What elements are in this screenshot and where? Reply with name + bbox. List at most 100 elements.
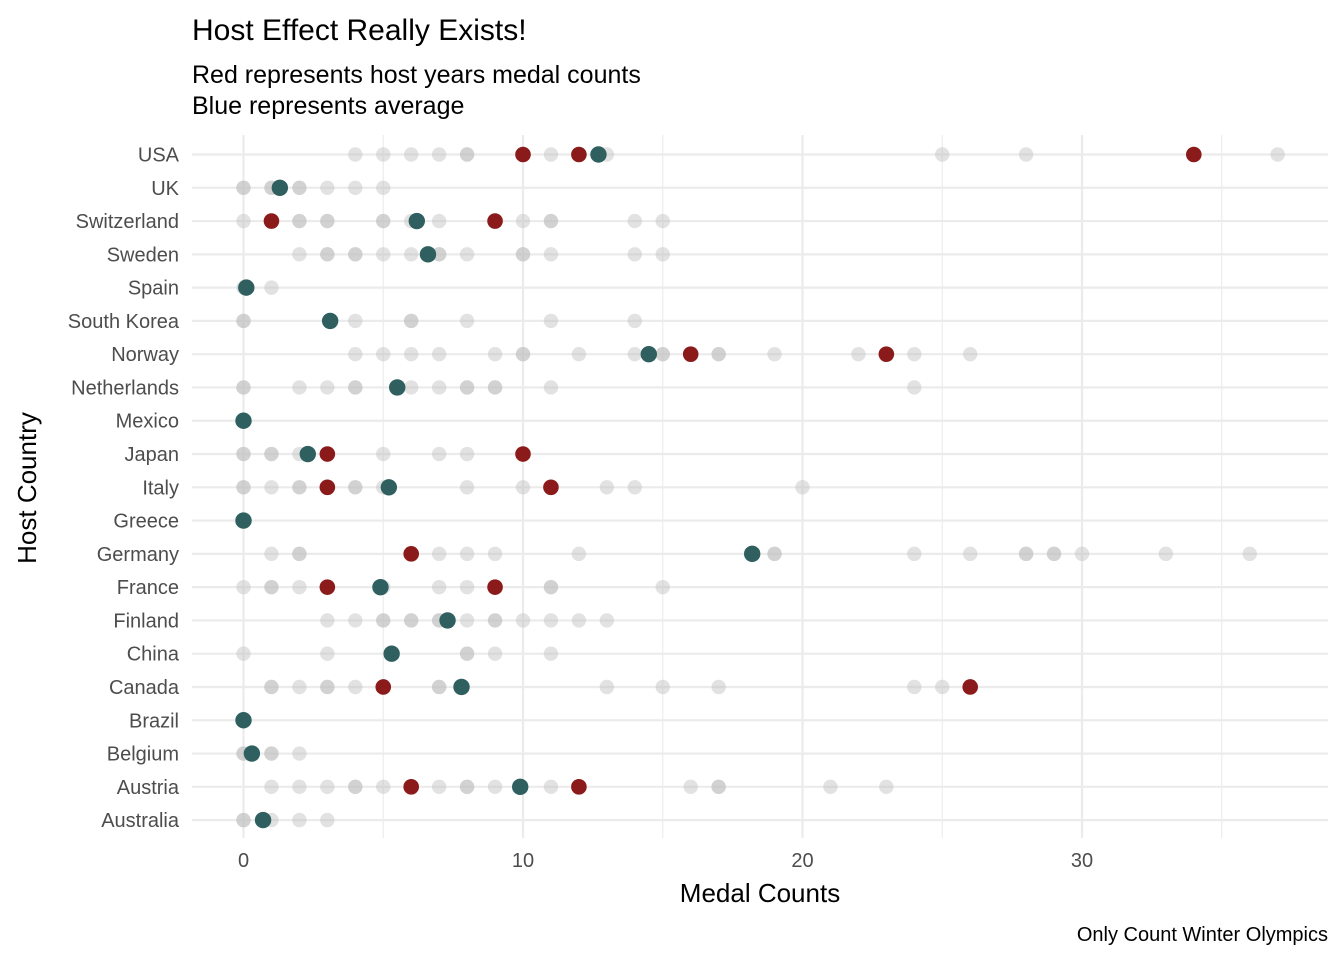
history-point-netherlands	[487, 380, 503, 395]
history-point-switzerland	[292, 213, 307, 229]
history-point-austria	[292, 779, 307, 795]
history-point-switzerland	[543, 213, 559, 229]
history-point-canada	[292, 679, 307, 695]
history-point-austria	[376, 779, 391, 795]
history-point-austria	[711, 779, 726, 795]
history-point-germany	[292, 546, 307, 562]
history-point-austria	[683, 779, 698, 795]
history-point-germany	[767, 546, 782, 562]
chart-subtitle-line-1: Red represents host years medal counts	[192, 61, 641, 89]
history-point-france	[655, 579, 670, 595]
host-point-italy	[319, 479, 336, 496]
history-point-italy	[515, 480, 531, 495]
history-point-switzerland	[543, 213, 559, 229]
history-point-germany	[767, 546, 782, 562]
history-point-australia	[236, 812, 251, 828]
history-point-norway	[767, 346, 782, 362]
chart-subtitle-line-2: Blue represents average	[192, 92, 464, 120]
average-point-mexico	[235, 412, 252, 429]
history-point-japan	[264, 446, 279, 462]
history-point-austria	[431, 779, 447, 795]
history-point-norway	[431, 346, 447, 362]
average-point-sweden	[419, 246, 437, 263]
history-point-france	[292, 579, 307, 595]
history-point-austria	[348, 779, 363, 795]
average-point-italy	[380, 479, 398, 496]
history-point-uk	[348, 180, 363, 195]
y-tick-label-mexico: Mexico	[116, 411, 179, 433]
history-point-norway	[515, 346, 531, 362]
y-tick-label-italy: Italy	[142, 477, 179, 499]
x-tick-label-10: 10	[512, 850, 534, 872]
history-point-netherlands	[236, 380, 251, 395]
history-point-sweden	[515, 247, 531, 262]
history-point-sweden	[320, 247, 335, 262]
history-point-australia	[236, 812, 251, 828]
history-point-norway	[571, 346, 587, 362]
history-point-italy	[292, 480, 307, 495]
host-point-usa	[571, 146, 587, 163]
history-point-japan	[431, 446, 447, 462]
history-point-usa	[1018, 147, 1034, 162]
history-point-netherlands	[431, 380, 447, 395]
history-point-netherlands	[348, 380, 363, 395]
history-point-sweden	[292, 247, 307, 262]
history-point-china	[320, 646, 335, 661]
host-point-japan	[319, 446, 336, 462]
history-point-south-korea	[543, 313, 559, 329]
average-point-france	[372, 578, 389, 596]
history-point-japan	[236, 446, 251, 462]
history-point-usa	[404, 147, 419, 162]
chart-title: Host Effect Really Exists!	[192, 14, 527, 47]
history-point-finland	[376, 613, 391, 628]
history-point-germany	[1074, 546, 1090, 562]
history-point-austria	[459, 779, 475, 795]
average-point-uk	[271, 179, 289, 196]
history-point-canada	[320, 679, 335, 695]
average-point-spain	[238, 279, 255, 296]
history-point-japan	[459, 446, 475, 462]
history-point-spain	[264, 280, 279, 295]
history-point-australia	[320, 812, 335, 828]
history-point-norway	[655, 346, 670, 362]
history-point-switzerland	[655, 213, 670, 229]
host-point-usa	[1186, 146, 1202, 163]
history-point-switzerland	[376, 213, 391, 229]
history-point-italy	[264, 480, 279, 495]
history-point-finland	[376, 613, 391, 628]
y-tick-label-finland: Finland	[113, 610, 179, 632]
y-tick-label-netherlands: Netherlands	[71, 377, 179, 399]
history-point-austria	[348, 779, 363, 795]
history-point-norway	[627, 346, 642, 362]
history-point-south-korea	[236, 313, 251, 329]
host-point-france	[487, 579, 503, 595]
history-point-switzerland	[236, 213, 251, 229]
history-point-norway	[376, 346, 391, 362]
host-point-germany	[403, 546, 420, 562]
y-tick-label-france: France	[117, 577, 179, 599]
history-point-norway	[655, 346, 670, 362]
history-point-uk	[236, 180, 251, 195]
history-point-usa	[935, 147, 950, 162]
history-point-italy	[459, 480, 475, 495]
history-point-usa	[376, 147, 391, 162]
history-point-usa	[431, 147, 447, 162]
history-point-norway	[851, 346, 866, 362]
y-tick-label-greece: Greece	[113, 511, 179, 533]
history-point-netherlands	[404, 380, 419, 395]
history-point-canada	[655, 679, 670, 695]
history-point-finland	[404, 613, 419, 628]
host-point-canada	[375, 679, 392, 695]
history-point-japan	[236, 446, 251, 462]
history-point-finland	[459, 613, 475, 628]
average-point-switzerland	[408, 212, 425, 230]
history-point-norway	[515, 346, 531, 362]
history-point-germany	[459, 546, 475, 562]
history-point-belgium	[292, 746, 307, 761]
history-point-germany	[487, 546, 503, 562]
history-point-netherlands	[320, 380, 335, 395]
history-point-sweden	[431, 247, 447, 262]
history-point-australia	[292, 812, 307, 828]
history-point-canada	[264, 679, 279, 695]
